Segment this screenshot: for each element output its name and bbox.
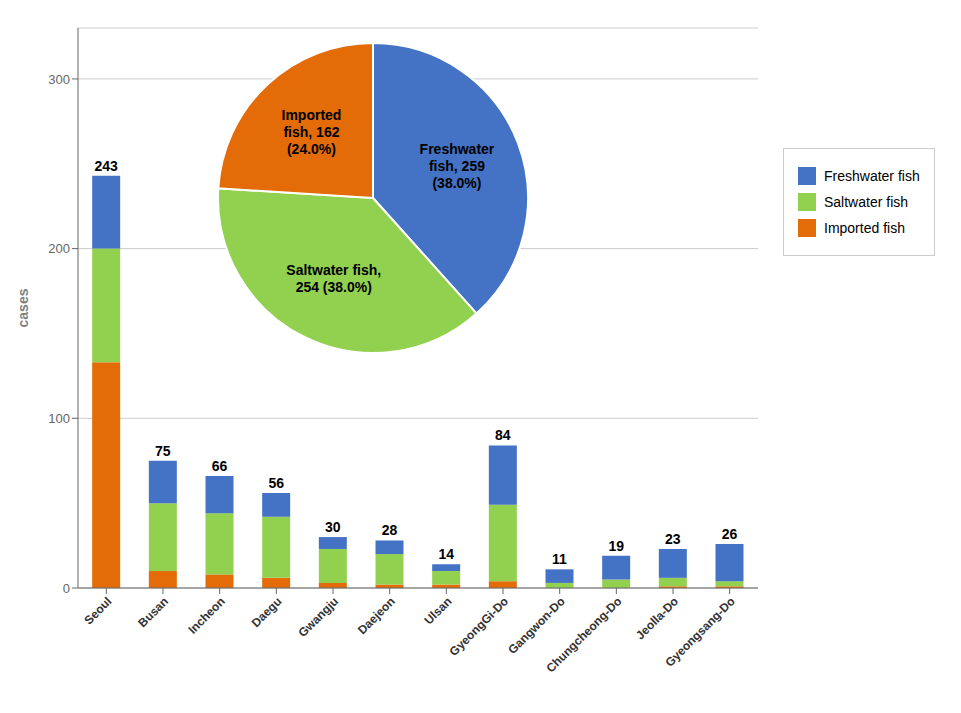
svg-text:Incheon: Incheon: [185, 594, 227, 636]
svg-text:Gangwon-Do: Gangwon-Do: [505, 594, 568, 657]
svg-text:56: 56: [268, 475, 284, 491]
svg-text:GyeongGi-Do: GyeongGi-Do: [447, 594, 512, 659]
svg-text:300: 300: [48, 72, 70, 87]
svg-text:Freshwaterfish, 259(38.0%): Freshwaterfish, 259(38.0%): [420, 141, 495, 191]
svg-text:75: 75: [155, 443, 171, 459]
svg-text:28: 28: [382, 522, 398, 538]
html-text:Saltwater fish: Saltwater fish: [824, 194, 908, 210]
svg-text:0: 0: [63, 581, 70, 596]
svg-text:26: 26: [722, 526, 738, 542]
svg-text:66: 66: [212, 458, 228, 474]
svg-text:30: 30: [325, 519, 341, 535]
svg-text:84: 84: [495, 427, 511, 443]
svg-text:Chungcheong-Do: Chungcheong-Do: [543, 594, 624, 675]
svg-text:243: 243: [94, 158, 118, 174]
svg-text:14: 14: [438, 546, 454, 562]
html-text:Freshwater fish: Freshwater fish: [824, 168, 920, 184]
svg-text:11: 11: [552, 551, 567, 567]
svg-text:200: 200: [48, 241, 70, 256]
svg-text:Daegu: Daegu: [249, 594, 285, 630]
svg-text:100: 100: [48, 411, 70, 426]
svg-text:Jeolla-Do: Jeolla-Do: [633, 594, 681, 642]
svg-text:Gwangju: Gwangju: [295, 594, 341, 640]
svg-text:Gyeongsang-Do: Gyeongsang-Do: [662, 594, 737, 669]
svg-text:Ulsan: Ulsan: [421, 594, 454, 627]
svg-text:Saltwater fish,254 (38.0%): Saltwater fish,254 (38.0%): [286, 262, 381, 295]
html-text:Imported fish: Imported fish: [824, 220, 905, 236]
svg-text:Seoul: Seoul: [81, 594, 114, 627]
svg-text:23: 23: [665, 531, 681, 547]
svg-text:Daejeon: Daejeon: [355, 594, 398, 637]
svg-text:cases: cases: [15, 288, 31, 327]
svg-text:Importedfish, 162(24.0%): Importedfish, 162(24.0%): [282, 107, 342, 157]
svg-text:Busan: Busan: [135, 594, 171, 630]
svg-text:19: 19: [608, 538, 624, 554]
